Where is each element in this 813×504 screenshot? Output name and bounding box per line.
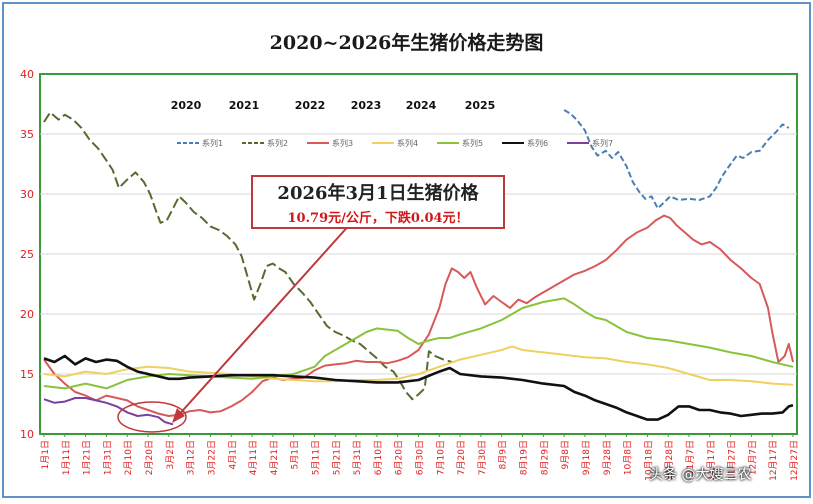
x-tick-label: 10月18日 [643, 440, 654, 481]
x-tick-label: 1月21日 [82, 440, 93, 475]
legend-label-2: 系列2 [267, 138, 288, 148]
x-tick-label: 7月20日 [456, 440, 467, 475]
x-tick-label: 3月22日 [206, 440, 217, 475]
year-label: 2020 [171, 99, 202, 112]
y-tick-label: 30 [20, 188, 34, 201]
x-tick-label: 11月27日 [727, 440, 738, 481]
x-tick-label: 4月11日 [248, 440, 259, 475]
x-tick-label: 11月17日 [706, 440, 717, 481]
year-label: 2021 [229, 99, 260, 112]
legend-label-4: 系列4 [397, 138, 418, 148]
x-tick-label: 8月9日 [498, 440, 509, 469]
year-label: 2022 [295, 99, 326, 112]
y-tick-label: 25 [20, 248, 34, 261]
series-line-7 [43, 397, 174, 426]
x-tick-label: 10月28日 [664, 440, 675, 481]
x-tick-label: 5月11日 [310, 440, 321, 475]
x-tick-label: 6月20日 [394, 440, 405, 475]
x-tick-label: 3月12日 [186, 440, 197, 475]
year-label: 2024 [406, 99, 437, 112]
legend-label-6: 系列6 [527, 138, 548, 148]
legend-label-7: 系列7 [592, 138, 613, 148]
y-tick-label: 40 [20, 68, 34, 81]
year-label: 2023 [351, 99, 382, 112]
series-line-1 [563, 109, 790, 210]
x-tick-label: 7月30日 [477, 440, 488, 475]
x-tick-label: 12月17日 [768, 440, 779, 481]
x-tick-label: 5月1日 [290, 440, 301, 469]
x-tick-label: 3月2日 [165, 440, 176, 469]
series-line-2 [43, 111, 453, 401]
x-tick-label: 5月31日 [352, 440, 363, 475]
x-tick-label: 5月21日 [331, 440, 342, 475]
x-tick-label: 4月21日 [269, 440, 280, 475]
x-tick-label: 11月7日 [685, 440, 696, 475]
callout-line-2: 10.79元/公斤，下跌0.04元！ [287, 211, 469, 226]
callout-arrow-line [175, 221, 353, 419]
year-label: 2025 [465, 99, 496, 112]
x-tick-label: 7月10日 [435, 440, 446, 475]
y-tick-label: 20 [20, 308, 34, 321]
legend-label-1: 系列1 [202, 138, 223, 148]
x-tick-label: 1月1日 [40, 440, 51, 469]
x-tick-label: 6月10日 [373, 440, 384, 475]
x-tick-label: 10月8日 [623, 440, 634, 475]
x-tick-label: 12月7日 [747, 440, 758, 475]
x-tick-label: 1月31日 [102, 440, 113, 475]
x-tick-label: 8月29日 [539, 440, 550, 475]
x-tick-label: 9月28日 [602, 440, 613, 475]
watermark: 头条 @大嫂三农 [649, 467, 752, 483]
series-line-6 [43, 354, 794, 421]
x-tick-label: 4月1日 [227, 440, 238, 469]
y-tick-label: 15 [20, 368, 34, 381]
y-tick-label: 35 [20, 128, 34, 141]
x-tick-label: 9月18日 [581, 440, 592, 475]
x-tick-label: 1月11日 [61, 440, 72, 475]
legend-label-5: 系列5 [462, 138, 483, 148]
x-tick-label: 2月20日 [144, 440, 155, 475]
x-tick-label: 12月27日 [789, 440, 800, 481]
callout-box: 2026年3月1日生猪价格 10.79元/公斤，下跌0.04元！ [251, 175, 505, 229]
y-tick-label: 10 [20, 428, 34, 441]
legend-label-3: 系列3 [332, 138, 353, 148]
chart-title: 2020~2026年生猪价格走势图 [269, 32, 544, 54]
highlight-ellipse [117, 401, 187, 433]
x-tick-label: 9月8日 [560, 440, 571, 469]
callout-line-1: 2026年3月1日生猪价格 [277, 183, 479, 204]
callout-arrow-head [172, 408, 185, 423]
series-line-4 [43, 345, 794, 386]
x-tick-label: 8月19日 [519, 440, 530, 475]
x-tick-label: 6月30日 [415, 440, 426, 475]
x-tick-label: 2月10日 [123, 440, 134, 475]
